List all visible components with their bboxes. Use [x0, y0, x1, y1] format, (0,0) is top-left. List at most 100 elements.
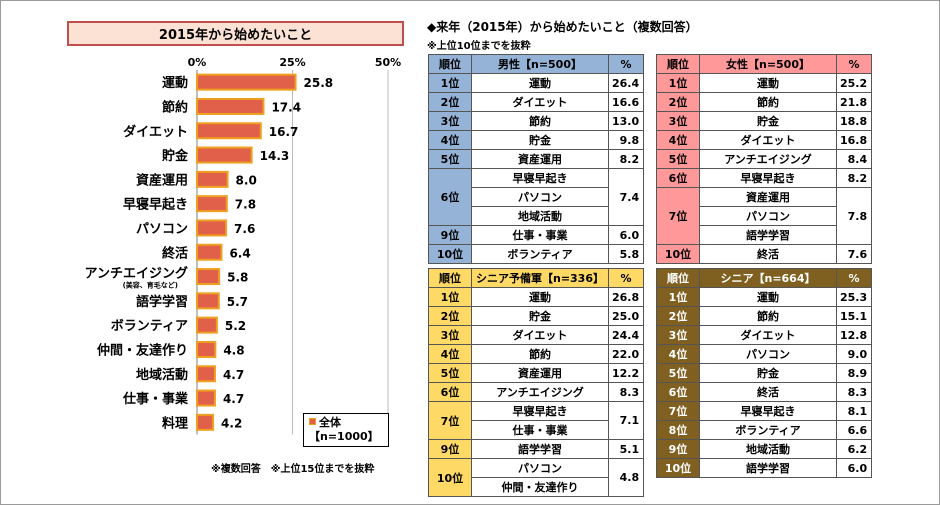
senior-ranking-table: 順位 シニア【n=664】% 1位 運動 25.3 2位 節約 15.1 3位 ダイエット 12.8…: [656, 268, 873, 478]
item-cell: 仲間・友達作り: [471, 477, 609, 497]
item-cell: 資産運用: [471, 149, 609, 169]
table-row: 5位 貯金 8.9: [656, 363, 873, 383]
x-tick-label: 25%: [279, 56, 305, 69]
item-cell: ダイエット: [699, 325, 837, 345]
category-label: アンチエイジング: [85, 266, 188, 282]
rank-cell: 2位: [656, 306, 700, 326]
value-cell: 8.4: [835, 149, 873, 169]
category-label: 料理: [162, 415, 188, 431]
item-cell: 仕事・事業: [471, 225, 609, 245]
bar: [196, 219, 228, 237]
rank-cell: 8位: [656, 420, 700, 440]
female-ranking-table: 順位 女性【n=500】% 1位 運動 25.2 2位 節約 21.8 3位 貯金 18.8 4位 ダイ…: [656, 54, 873, 264]
table-header-row: 順位 シニア予備軍【n=336】%: [428, 268, 645, 288]
item-cell: ボランティア: [471, 244, 609, 264]
value-label: 14.3: [260, 149, 290, 163]
table-row: 1位 運動 25.2: [656, 73, 873, 93]
rank-cell: 4位: [428, 130, 472, 150]
table-header-cell: 男性【n=500】: [471, 54, 609, 74]
category-label: 貯金: [162, 148, 189, 164]
table-row: 9位 語学学習 5.1: [428, 439, 645, 459]
table-row: 6位 早寝早起き 8.2: [656, 168, 873, 188]
bar: [196, 73, 297, 91]
bar: [196, 268, 221, 286]
table-header-cell: %: [607, 268, 645, 288]
value-label: 16.7: [269, 125, 299, 139]
rank-cell: 6位: [428, 168, 472, 226]
item-cell: アンチエイジング: [699, 149, 837, 169]
value-cell: 5.1: [607, 439, 645, 459]
bar: [196, 146, 253, 164]
legend-label: 全体: [319, 416, 341, 429]
x-tick-label: 0%: [188, 56, 207, 69]
table-header-cell: 順位: [428, 54, 472, 74]
rank-cell: 1位: [428, 287, 472, 307]
value-label: 4.7: [223, 392, 244, 406]
bar: [196, 389, 216, 407]
value-cell: 26.8: [607, 287, 645, 307]
table-row: 10位 終活 7.6: [656, 244, 873, 264]
rank-cell: 9位: [656, 439, 700, 459]
item-cell: ダイエット: [699, 130, 837, 150]
value-cell: 8.2: [835, 168, 873, 188]
category-label: 仲間・友達作り: [97, 342, 188, 358]
item-cell: 節約: [471, 344, 609, 364]
rank-cell: 4位: [656, 344, 700, 364]
table-header-cell: 女性【n=500】: [699, 54, 837, 74]
value-cell: 8.3: [835, 382, 873, 402]
item-cell: 早寝早起き: [699, 401, 837, 421]
table-row: 2位 節約 15.1: [656, 306, 873, 326]
value-label: 7.6: [234, 222, 255, 236]
item-cell: 貯金: [471, 130, 609, 150]
table-header-cell: シニア予備軍【n=336】: [471, 268, 609, 288]
rank-cell: 6位: [656, 382, 700, 402]
item-cell: ダイエット: [471, 325, 609, 345]
table-row: 9位 地域活動 6.2: [656, 439, 873, 459]
value-cell: 12.8: [835, 325, 873, 345]
value-cell: 25.0: [607, 306, 645, 326]
table-row: 3位 節約 13.0: [428, 111, 645, 131]
table-header-row: 順位 シニア【n=664】%: [656, 268, 873, 288]
table-row: 10位 ボランティア 5.8: [428, 244, 645, 264]
table-row: 5位 資産運用 12.2: [428, 363, 645, 383]
value-cell: 7.4: [607, 168, 645, 226]
value-cell: 5.8: [607, 244, 645, 264]
category-label: ボランティア: [111, 318, 188, 334]
item-cell: 貯金: [471, 306, 609, 326]
value-label: 6.4: [229, 246, 250, 260]
rank-cell: 5位: [428, 363, 472, 383]
rank-cell: 5位: [656, 363, 700, 383]
rank-cell: 3位: [656, 325, 700, 345]
rank-cell: 2位: [428, 306, 472, 326]
table-row: 仲間・友達作り: [429, 477, 644, 497]
item-cell: 運動: [471, 73, 609, 93]
rank-cell: 7位: [656, 401, 700, 421]
rank-cell: 4位: [428, 344, 472, 364]
item-cell: 資産運用: [699, 187, 837, 207]
table-row: 2位 貯金 25.0: [428, 306, 645, 326]
item-cell: パソコン: [471, 458, 609, 478]
rank-cell: 10位: [656, 244, 700, 264]
table-header-cell: %: [607, 54, 645, 74]
table-row: 1位 運動 26.4: [428, 73, 645, 93]
value-label: 5.8: [227, 271, 248, 285]
category-label: 資産運用: [136, 172, 188, 188]
value-cell: 6.0: [835, 458, 873, 478]
value-cell: 21.8: [835, 92, 873, 112]
item-cell: 早寝早起き: [699, 168, 837, 188]
table-row: 6位 終活 8.3: [656, 382, 873, 402]
table-row: 6位 アンチエイジング 8.3: [428, 382, 645, 402]
value-label: 7.8: [235, 198, 256, 212]
item-cell: 節約: [699, 92, 837, 112]
value-cell: 16.8: [835, 130, 873, 150]
value-cell: 4.8: [607, 458, 645, 497]
table-header-cell: 順位: [428, 268, 472, 288]
value-cell: 26.4: [607, 73, 645, 93]
value-cell: 15.1: [835, 306, 873, 326]
item-cell: 早寝早起き: [471, 168, 609, 188]
value-cell: 22.0: [607, 344, 645, 364]
category-label: 仕事・事業: [122, 391, 189, 407]
legend-swatch: [309, 418, 316, 425]
rank-cell: 1位: [656, 287, 700, 307]
value-label: 8.0: [236, 173, 257, 187]
